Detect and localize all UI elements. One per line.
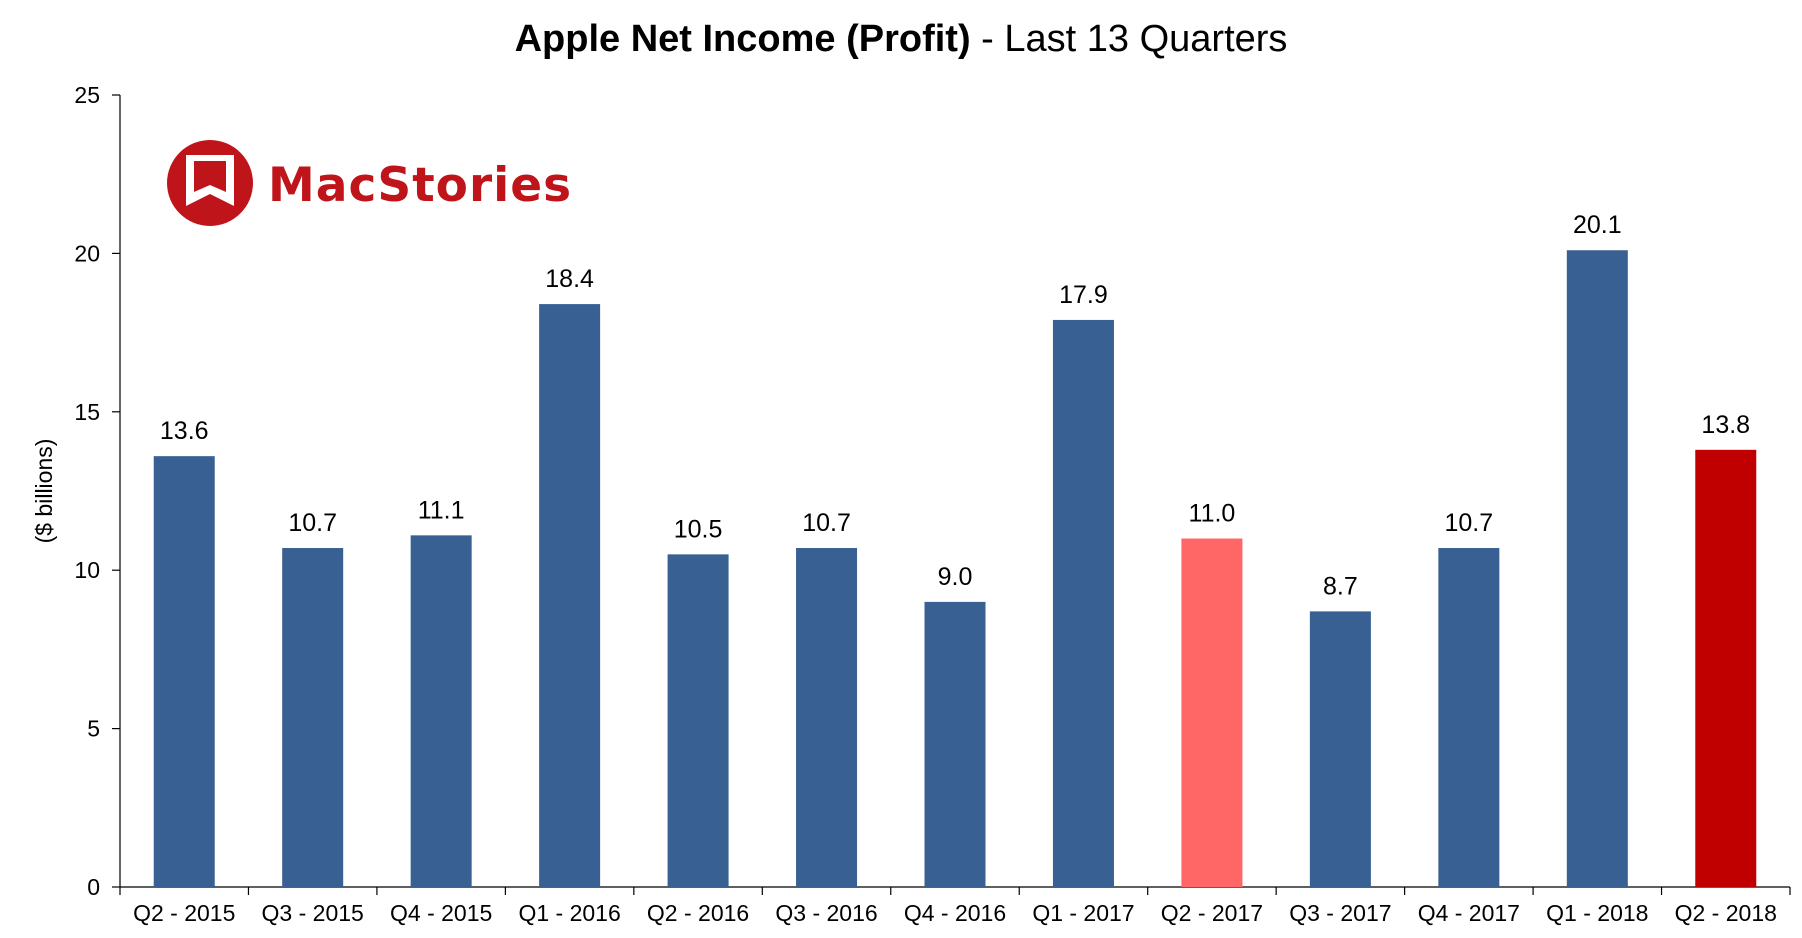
chart-title-rest: - Last 13 Quarters: [970, 18, 1288, 60]
chart-bars: 13.6 10.7 11.1 18.4 10.5 10.7 9.0 17.9 11.0 8.7 10…: [153, 211, 1757, 888]
x-tick-label: Q3 - 2015: [262, 900, 364, 926]
x-tick-label: Q1 - 2016: [518, 900, 620, 926]
data-label: 8.7: [1323, 572, 1358, 600]
data-label: 20.1: [1573, 211, 1622, 239]
bar: [539, 304, 601, 887]
x-tick-label: Q3 - 2017: [1289, 900, 1391, 926]
data-label: 13.8: [1701, 411, 1750, 439]
bar: [1695, 449, 1757, 887]
y-tick-label: 15: [74, 399, 100, 425]
data-label: 10.7: [802, 509, 851, 537]
x-tick-label: Q4 - 2016: [904, 900, 1006, 926]
bar: [796, 548, 858, 887]
data-label: 9.0: [938, 563, 973, 591]
x-tick-label: Q4 - 2017: [1418, 900, 1520, 926]
data-label: 11.0: [1189, 500, 1236, 528]
x-tick-label: Q1 - 2018: [1546, 900, 1648, 926]
bar: [1438, 548, 1500, 887]
x-tick-label: Q2 - 2017: [1161, 900, 1263, 926]
x-tick-label: Q2 - 2015: [133, 900, 235, 926]
bar: [667, 554, 729, 887]
bar: [153, 456, 215, 887]
x-tick-label: Q1 - 2017: [1032, 900, 1134, 926]
data-label: 13.6: [160, 417, 209, 445]
chart-title: Apple Net Income (Profit) - Last 13 Quar…: [0, 18, 1802, 61]
y-tick-label: 20: [74, 240, 100, 266]
bar: [1181, 538, 1243, 887]
bar: [1309, 611, 1371, 887]
y-tick-label: 25: [74, 82, 100, 108]
data-label: 10.7: [1445, 509, 1494, 537]
y-tick-label: 0: [87, 874, 100, 900]
logo-text: MacStories: [268, 158, 572, 213]
chart-title-bold: Apple Net Income (Profit): [514, 18, 971, 60]
y-tick-label: 5: [87, 716, 100, 742]
macstories-logo: MacStories: [167, 140, 572, 226]
x-tick-label: Q2 - 2016: [647, 900, 749, 926]
data-label: 17.9: [1059, 281, 1108, 309]
bookmark-icon-inner: [194, 161, 226, 192]
data-label: 10.5: [674, 515, 723, 543]
y-tick-label: 10: [74, 557, 100, 583]
data-label: 11.1: [418, 496, 465, 524]
x-tick-label: Q4 - 2015: [390, 900, 492, 926]
bar: [924, 601, 986, 887]
bar: [1052, 319, 1114, 888]
data-label: 10.7: [288, 509, 337, 537]
x-tick-label: Q3 - 2016: [775, 900, 877, 926]
data-label: 18.4: [545, 265, 594, 293]
bar: [282, 548, 344, 887]
y-axis-label: ($ billions): [31, 439, 57, 544]
bar: [410, 535, 472, 887]
x-tick-label: Q2 - 2018: [1675, 900, 1777, 926]
bar: [1566, 250, 1628, 887]
